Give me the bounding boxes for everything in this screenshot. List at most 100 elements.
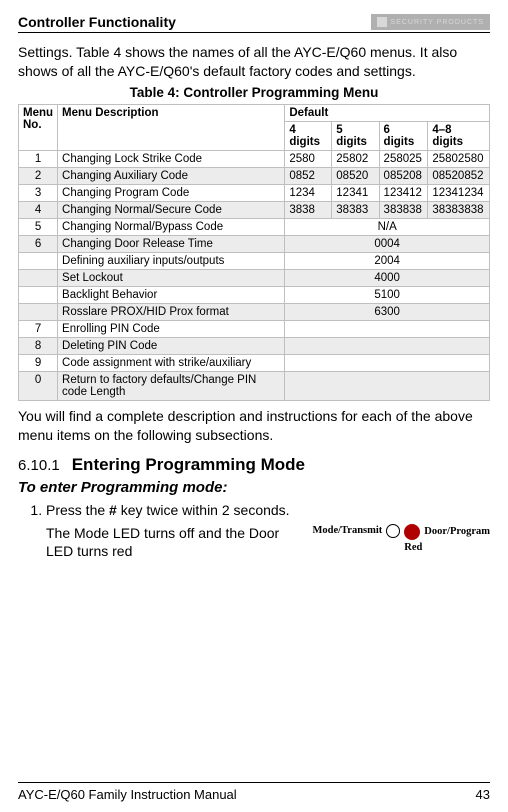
door-program-label: Door/Program [424,526,490,537]
footer-left: AYC-E/Q60 Family Instruction Manual [18,787,237,802]
cell-default-span [285,354,490,371]
col-5digits: 5 digits [332,121,379,150]
cell-menu-no: 3 [19,184,58,201]
cell-menu-no: 1 [19,150,58,167]
cell-default-d4: 1234 [285,184,332,201]
logo-text: SECURITY PRODUCTS [391,19,485,26]
cell-menu-no [19,252,58,269]
cell-default-span [285,371,490,400]
red-label: Red [404,542,422,553]
after-table-paragraph: You will find a complete description and… [18,407,490,445]
cell-default-span [285,337,490,354]
col-48digits: 4–8 digits [428,121,490,150]
logo-square-icon [377,17,387,27]
cell-default-span: 6300 [285,303,490,320]
table-row: Backlight Behavior5100 [19,286,490,303]
cell-default-d5: 25802 [332,150,379,167]
table-row: Defining auxiliary inputs/outputs2004 [19,252,490,269]
cell-default-span: 0004 [285,235,490,252]
cell-default-span: 5100 [285,286,490,303]
cell-menu-no: 7 [19,320,58,337]
table-row: 4Changing Normal/Secure Code383838383383… [19,201,490,218]
cell-menu-no: 2 [19,167,58,184]
cell-default-d48: 12341234 [428,184,490,201]
step1-text-a: Press the [46,502,109,518]
cell-default-d48: 38383838 [428,201,490,218]
section-number: 6.10.1 [18,457,60,474]
cell-menu-no [19,303,58,320]
cell-menu-no [19,286,58,303]
table-row: 2Changing Auxiliary Code0852085200852080… [19,167,490,184]
table-row: 0Return to factory defaults/Change PIN c… [19,371,490,400]
cell-default-span [285,320,490,337]
col-default: Default [285,104,490,121]
table-row: 7Enrolling PIN Code [19,320,490,337]
page-footer: AYC-E/Q60 Family Instruction Manual 43 [18,782,490,802]
section-title: Entering Programming Mode [72,455,305,475]
table-row: 6Changing Door Release Time0004 [19,235,490,252]
cell-menu-desc: Changing Normal/Secure Code [58,201,285,218]
header-rule [18,32,490,33]
cell-menu-desc: Rosslare PROX/HID Prox format [58,303,285,320]
cell-default-d4: 0852 [285,167,332,184]
door-led-red-icon [404,524,420,540]
table-row: 1Changing Lock Strike Code25802580225802… [19,150,490,167]
subsection-title: To enter Programming mode: [18,479,490,496]
cell-menu-desc: Changing Lock Strike Code [58,150,285,167]
footer-page-number: 43 [476,787,490,802]
cell-menu-no: 9 [19,354,58,371]
cell-default-d48: 08520852 [428,167,490,184]
table-row: 9Code assignment with strike/auxiliary [19,354,490,371]
cell-menu-no: 8 [19,337,58,354]
table-row: Rosslare PROX/HID Prox format6300 [19,303,490,320]
page-header-title: Controller Functionality [18,14,176,30]
cell-menu-no: 6 [19,235,58,252]
cell-menu-desc: Deleting PIN Code [58,337,285,354]
cell-menu-desc: Enrolling PIN Code [58,320,285,337]
cell-default-d48: 25802580 [428,150,490,167]
cell-menu-desc: Defining auxiliary inputs/outputs [58,252,285,269]
step1-text-b: key twice within 2 seconds. [117,502,290,518]
col-4digits: 4 digits [285,121,332,150]
cell-default-d4: 2580 [285,150,332,167]
cell-menu-desc: Code assignment with strike/auxiliary [58,354,285,371]
intro-paragraph: Settings. Table 4 shows the names of all… [18,43,490,81]
table-row: Set Lockout4000 [19,269,490,286]
programming-menu-table: Menu No. Menu Description Default 4 digi… [18,104,490,401]
cell-default-span: 2004 [285,252,490,269]
cell-menu-desc: Changing Door Release Time [58,235,285,252]
led-indicator-block: Mode/Transmit Door/Program Red [312,524,490,553]
step-1: Press the # key twice within 2 seconds. [46,502,490,518]
cell-default-d5: 38383 [332,201,379,218]
step1-key: # [109,502,117,518]
cell-default-span: 4000 [285,269,490,286]
col-menu-desc: Menu Description [58,104,285,150]
cell-menu-desc: Changing Program Code [58,184,285,201]
mode-led-off-icon [386,524,400,538]
table-caption: Table 4: Controller Programming Menu [18,85,490,100]
cell-default-d6: 085208 [379,167,428,184]
cell-menu-desc: Changing Auxiliary Code [58,167,285,184]
mode-transmit-label: Mode/Transmit [312,525,382,536]
col-6digits: 6 digits [379,121,428,150]
cell-menu-no: 4 [19,201,58,218]
cell-default-d6: 258025 [379,150,428,167]
cell-default-d6: 383838 [379,201,428,218]
step-result-text: The Mode LED turns off and the Door LED … [46,524,304,562]
cell-menu-desc: Set Lockout [58,269,285,286]
cell-menu-no [19,269,58,286]
table-row: 8Deleting PIN Code [19,337,490,354]
col-menu-no: Menu No. [19,104,58,150]
cell-default-span: N/A [285,218,490,235]
cell-menu-no: 5 [19,218,58,235]
table-row: 5Changing Normal/Bypass CodeN/A [19,218,490,235]
cell-menu-no: 0 [19,371,58,400]
cell-default-d4: 3838 [285,201,332,218]
brand-logo: SECURITY PRODUCTS [371,14,491,30]
cell-menu-desc: Return to factory defaults/Change PIN co… [58,371,285,400]
cell-default-d5: 08520 [332,167,379,184]
cell-default-d6: 123412 [379,184,428,201]
cell-default-d5: 12341 [332,184,379,201]
cell-menu-desc: Changing Normal/Bypass Code [58,218,285,235]
cell-menu-desc: Backlight Behavior [58,286,285,303]
